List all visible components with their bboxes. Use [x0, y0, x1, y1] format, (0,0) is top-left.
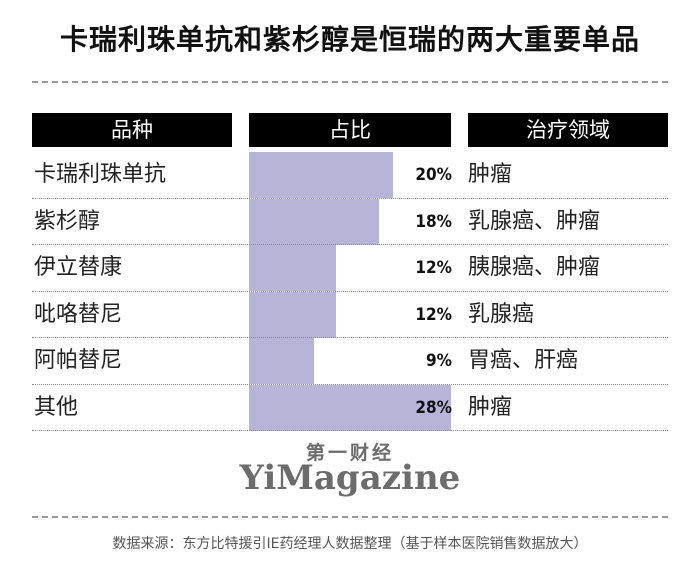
category-label: 其他 — [34, 394, 79, 420]
therapeutic-area-label: 胃癌、肝癌 — [468, 348, 579, 373]
data-label: 9% — [426, 351, 452, 371]
row-divider — [32, 383, 668, 385]
brand-logo: YiMagazine — [239, 458, 461, 498]
brand-name-cn: 第一财经 — [305, 442, 394, 464]
category-label: 卡瑞利珠单抗 — [34, 162, 167, 187]
top-divider — [32, 81, 668, 83]
therapeutic-area-label: 乳腺癌 — [468, 301, 535, 327]
data-label: 18% — [415, 211, 452, 232]
bar — [249, 291, 336, 338]
data-label: 12% — [415, 258, 452, 278]
header-therapeutic-area: 治疗领域 — [468, 113, 668, 147]
row-divider — [32, 197, 668, 199]
bar — [249, 384, 451, 431]
therapeutic-area-label: 肿瘤 — [468, 394, 513, 420]
bar — [249, 245, 336, 291]
data-label: 20% — [415, 165, 452, 185]
bar — [249, 152, 394, 198]
chart-title: 卡瑞利珠单抗和紫杉醇是恒瑞的两大重要单品 — [59, 23, 640, 56]
bar — [249, 198, 379, 245]
row-divider — [32, 337, 668, 338]
bottom-divider — [32, 516, 668, 518]
data-source-note: 数据来源：东方比特援引IE药经理人数据整理（基于样本医院销售数据放大） — [112, 536, 588, 552]
row-divider — [32, 290, 668, 292]
therapeutic-area-label: 肿瘤 — [468, 162, 513, 187]
header-share: 占比 — [249, 113, 451, 147]
therapeutic-area-label: 乳腺癌、肿瘤 — [468, 208, 601, 234]
row-divider — [32, 430, 668, 431]
therapeutic-area-label: 胰腺癌、肿瘤 — [468, 255, 601, 280]
data-label: 12% — [415, 304, 452, 325]
bar — [249, 338, 314, 384]
category-label: 阿帕替尼 — [34, 348, 123, 373]
data-label: 28% — [415, 397, 452, 418]
category-label: 伊立替康 — [34, 255, 123, 280]
category-label: 紫杉醇 — [34, 208, 101, 234]
header-variety: 品种 — [32, 113, 232, 147]
category-label: 吡咯替尼 — [34, 301, 123, 327]
row-divider — [32, 244, 668, 245]
